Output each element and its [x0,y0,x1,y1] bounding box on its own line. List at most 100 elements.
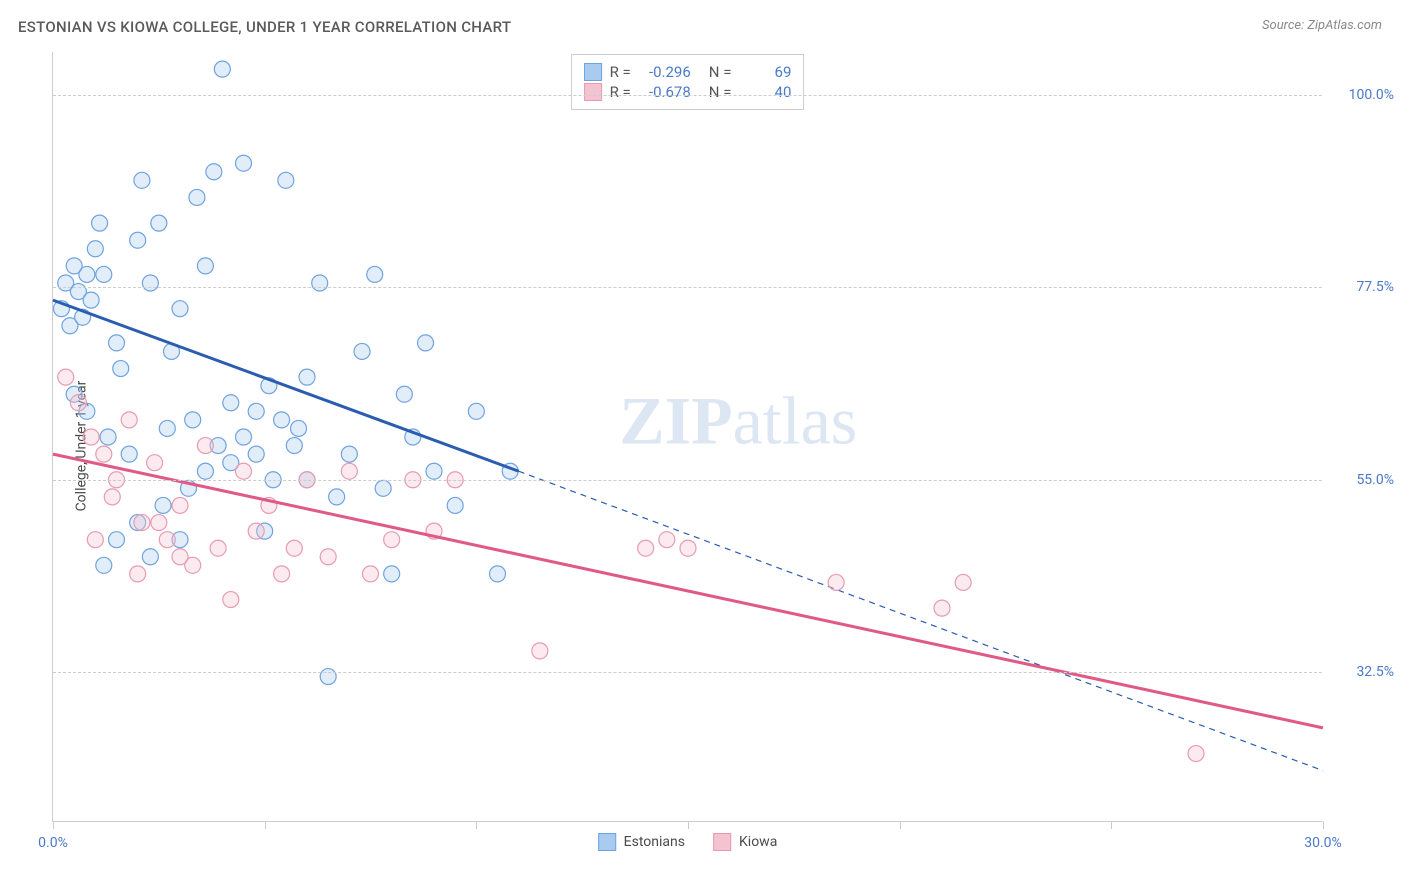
scatter-point-kiowa [121,412,137,428]
scatter-point-estonians [214,61,230,77]
scatter-point-estonians [236,155,252,171]
scatter-point-estonians [130,232,146,248]
stat-R-val-0: -0.296 [639,63,691,81]
x-tick [1111,821,1112,829]
scatter-point-kiowa [172,549,188,565]
scatter-point-estonians [142,275,158,291]
scatter-point-kiowa [828,574,844,590]
scatter-point-estonians [79,266,95,282]
scatter-point-kiowa [384,532,400,548]
scatter-point-estonians [87,241,103,257]
scatter-point-estonians [329,489,345,505]
gridline-h [53,480,1322,481]
gridline-h [53,672,1322,673]
stat-R-label: R = [610,63,631,81]
scatter-point-estonians [172,301,188,317]
x-tick-label: 30.0% [1304,835,1342,851]
scatter-point-estonians [121,446,137,462]
scatter-point-kiowa [934,600,950,616]
scatter-point-estonians [109,532,125,548]
scatter-point-estonians [100,429,116,445]
stat-R-val-1: -0.678 [639,83,691,101]
scatter-point-estonians [151,215,167,231]
stat-N-val-1: 40 [739,83,791,101]
scatter-point-estonians [248,403,264,419]
scatter-point-kiowa [172,497,188,513]
scatter-point-kiowa [70,395,86,411]
legend-swatch-estonians [584,63,602,81]
scatter-point-estonians [134,172,150,188]
scatter-point-kiowa [274,566,290,582]
stat-R-label-1: R = [610,83,631,101]
scatter-point-kiowa [83,429,99,445]
legend-stats-row-0: R = -0.296 N = 69 [584,63,792,81]
legend-item-estonians: Estonians [598,833,685,851]
scatter-point-estonians [189,189,205,205]
legend-swatch-bottom-kiowa [713,833,731,851]
y-tick-label: 77.5% [1356,279,1394,295]
scatter-point-estonians [490,566,506,582]
scatter-point-estonians [223,395,239,411]
scatter-point-estonians [197,463,213,479]
scatter-point-estonians [291,420,307,436]
scatter-point-kiowa [87,532,103,548]
correlation-chart: ESTONIAN VS KIOWA COLLEGE, UNDER 1 YEAR … [0,0,1406,892]
scatter-point-estonians [155,497,171,513]
scatter-point-kiowa [96,446,112,462]
x-tick [265,821,266,829]
x-tick [900,821,901,829]
legend-bottom: Estonians Kiowa [598,833,778,851]
scatter-point-kiowa [197,438,213,454]
scatter-point-estonians [197,258,213,274]
scatter-point-estonians [142,549,158,565]
legend-label-kiowa: Kiowa [739,834,777,850]
scatter-point-estonians [159,420,175,436]
scatter-point-kiowa [147,455,163,471]
scatter-point-kiowa [286,540,302,556]
legend-label-estonians: Estonians [624,834,685,850]
scatter-point-estonians [367,266,383,282]
scatter-point-estonians [418,335,434,351]
scatter-point-kiowa [532,643,548,659]
x-tick [688,821,689,829]
legend-item-kiowa: Kiowa [713,833,777,851]
scatter-point-estonians [96,557,112,573]
scatter-point-estonians [92,215,108,231]
scatter-point-estonians [206,164,222,180]
scatter-point-estonians [236,429,252,445]
scatter-point-kiowa [955,574,971,590]
scatter-point-estonians [426,463,442,479]
x-tick [476,821,477,829]
legend-swatch-kiowa [584,83,602,101]
legend-swatch-bottom-estonians [598,833,616,851]
scatter-point-kiowa [159,532,175,548]
stat-N-val-0: 69 [739,63,791,81]
scatter-point-estonians [299,369,315,385]
scatter-point-estonians [96,266,112,282]
y-tick-label: 100.0% [1349,87,1394,103]
scatter-point-estonians [468,403,484,419]
plot-area: ZIPatlas R = -0.296 N = 69 R = -0.678 N … [52,52,1322,822]
scatter-point-estonians [375,480,391,496]
x-tick [53,821,54,829]
scatter-point-kiowa [659,532,675,548]
scatter-point-estonians [341,446,357,462]
stat-N-label-1: N = [709,83,732,101]
scatter-point-estonians [83,292,99,308]
scatter-point-estonians [320,669,336,685]
trendline-kiowa [53,454,1323,728]
scatter-point-kiowa [638,540,654,556]
scatter-point-estonians [384,566,400,582]
scatter-point-kiowa [680,540,696,556]
scatter-point-estonians [286,438,302,454]
scatter-point-kiowa [104,489,120,505]
y-tick-label: 32.5% [1356,664,1394,680]
scatter-point-estonians [248,446,264,462]
scatter-point-kiowa [363,566,379,582]
x-tick-label: 0.0% [38,835,68,851]
scatter-point-kiowa [248,523,264,539]
stat-N-label: N = [709,63,732,81]
scatter-point-kiowa [130,566,146,582]
scatter-point-kiowa [58,369,74,385]
legend-stats-row-1: R = -0.678 N = 40 [584,83,792,101]
